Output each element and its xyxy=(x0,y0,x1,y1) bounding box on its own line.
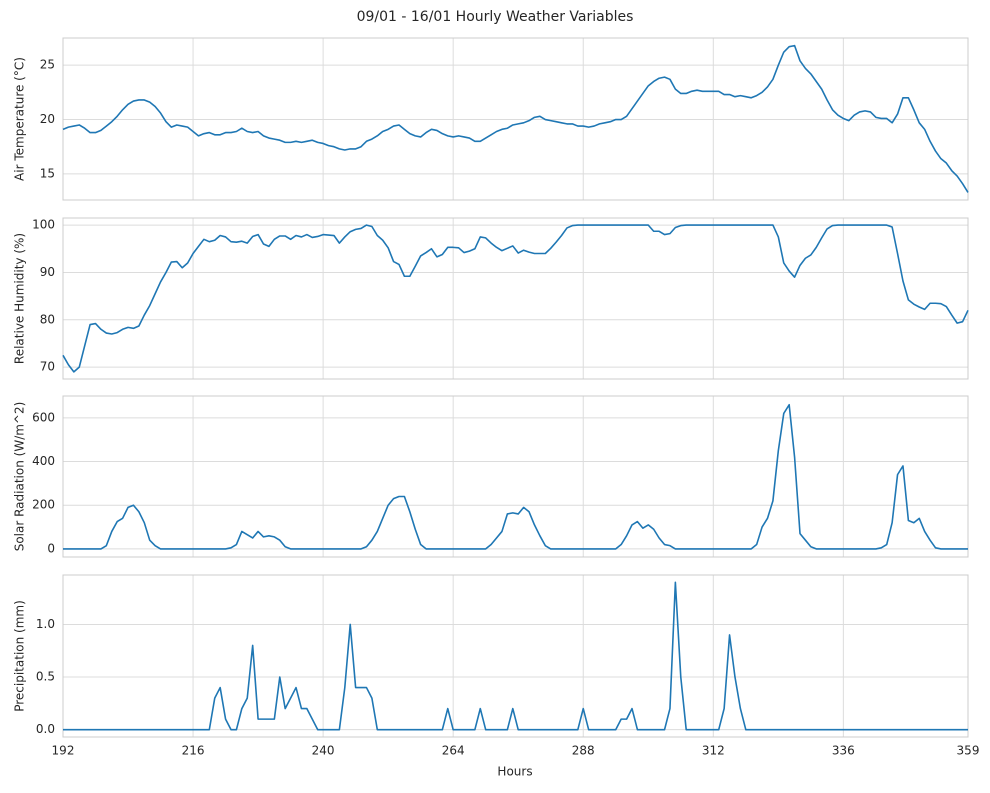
y-tick-label: 15 xyxy=(40,166,55,180)
y-tick-label: 20 xyxy=(40,112,55,126)
x-tick-label: 359 xyxy=(957,744,980,758)
x-tick-label: 240 xyxy=(312,744,335,758)
panel-frame xyxy=(62,574,969,738)
y-tick-label: 0.0 xyxy=(36,722,55,736)
y-tick-label: 0.5 xyxy=(36,670,55,684)
y-axis-label: Air Temperature (°C) xyxy=(13,57,27,181)
panel-frame xyxy=(62,217,969,380)
x-tick-label: 264 xyxy=(442,744,465,758)
y-tick-label: 400 xyxy=(32,454,55,468)
y-tick-label: 200 xyxy=(32,498,55,512)
y-axis-label: Relative Humidity (%) xyxy=(13,233,27,364)
data-line xyxy=(62,224,969,373)
data-line xyxy=(63,403,968,550)
x-axis-label: Hours xyxy=(497,765,532,779)
y-tick-label: 100 xyxy=(32,218,55,232)
x-tick-label: 192 xyxy=(52,744,75,758)
y-tick-label: 1.0 xyxy=(36,617,55,631)
x-tick-label: 336 xyxy=(832,744,855,758)
y-axis-label: Precipitation (mm) xyxy=(13,600,27,712)
y-tick-label: 80 xyxy=(40,312,55,326)
panel-frame xyxy=(62,37,969,201)
y-tick-label: 90 xyxy=(40,265,55,279)
data-line xyxy=(62,44,969,193)
y-tick-label: 600 xyxy=(32,410,55,424)
x-tick-label: 288 xyxy=(572,744,595,758)
y-tick-label: 70 xyxy=(40,360,55,374)
data-line xyxy=(63,581,968,731)
y-axis-label: Solar Radiation (W/m^2) xyxy=(13,402,27,552)
panel-frame xyxy=(62,395,969,558)
y-tick-label: 25 xyxy=(40,58,55,72)
x-tick-label: 216 xyxy=(182,744,205,758)
x-tick-label: 312 xyxy=(702,744,725,758)
chart-title: 09/01 - 16/01 Hourly Weather Variables xyxy=(357,9,634,25)
y-tick-label: 0 xyxy=(47,541,55,555)
